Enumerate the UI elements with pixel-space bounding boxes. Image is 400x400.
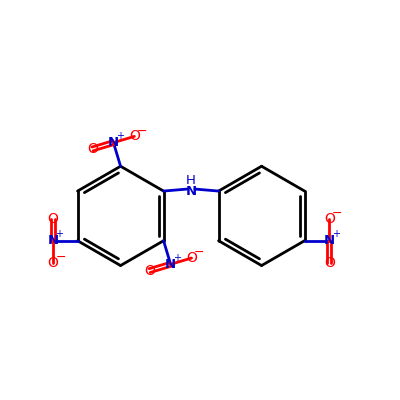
Text: O: O <box>48 256 58 270</box>
Text: −: − <box>332 207 342 220</box>
Text: O: O <box>186 251 197 265</box>
Text: N: N <box>47 234 58 247</box>
Text: O: O <box>324 256 335 270</box>
Text: −: − <box>137 125 147 138</box>
Text: O: O <box>144 264 155 278</box>
Text: N: N <box>186 184 197 198</box>
Text: O: O <box>87 142 98 156</box>
Text: N: N <box>165 258 176 271</box>
Text: +: + <box>116 131 124 141</box>
Text: −: − <box>194 246 204 259</box>
Text: N: N <box>324 234 335 247</box>
Text: +: + <box>173 253 181 263</box>
Text: O: O <box>48 212 58 226</box>
Text: N: N <box>108 136 119 149</box>
Text: +: + <box>332 229 340 239</box>
Text: +: + <box>55 229 63 239</box>
Text: O: O <box>324 212 335 226</box>
Text: H: H <box>186 174 196 187</box>
Text: −: − <box>55 251 66 264</box>
Text: O: O <box>129 129 140 143</box>
